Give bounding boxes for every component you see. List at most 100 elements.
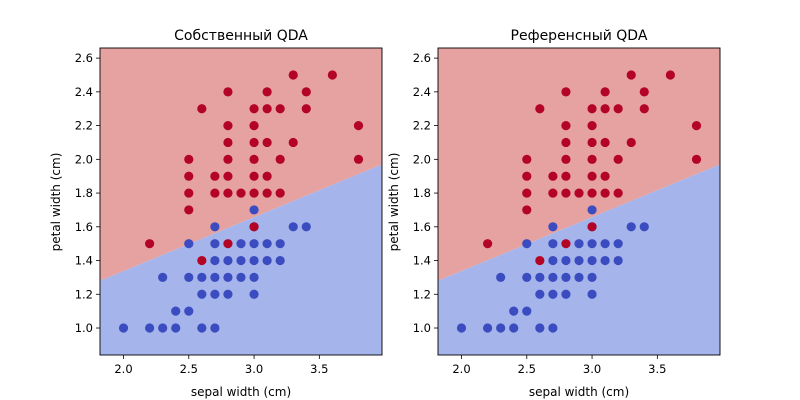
data-point-blue — [600, 239, 610, 249]
y-tick-label: 1.4 — [413, 254, 431, 268]
data-point-red — [223, 188, 233, 198]
data-point-blue — [210, 255, 220, 266]
data-point-red — [639, 87, 649, 97]
data-point-red — [223, 154, 233, 164]
y-tick-label: 2.4 — [413, 85, 431, 99]
data-point-red — [262, 188, 272, 198]
y-tick-label: 2.0 — [75, 152, 93, 166]
data-point-blue — [639, 222, 649, 232]
data-point-red — [249, 188, 259, 198]
x-tick-label: 3.0 — [245, 362, 263, 376]
x-tick-label: 3.5 — [648, 362, 666, 376]
region-red — [438, 48, 720, 281]
data-point-blue — [548, 239, 558, 249]
data-point-red — [210, 171, 220, 181]
data-point-red — [210, 188, 220, 198]
data-point-blue — [561, 272, 571, 283]
data-point-red — [184, 171, 194, 181]
data-point-red — [587, 222, 597, 232]
data-point-blue — [145, 323, 155, 333]
data-point-red — [561, 120, 571, 131]
data-point-blue — [118, 323, 129, 333]
data-point-red — [236, 188, 246, 198]
data-point-red — [587, 120, 597, 131]
data-point-red — [301, 104, 311, 114]
data-point-red — [288, 70, 298, 80]
x-tick-label: 2.0 — [452, 362, 470, 376]
data-point-blue — [522, 239, 532, 249]
data-point-blue — [236, 239, 246, 249]
data-point-red — [548, 171, 558, 181]
data-point-red — [587, 137, 597, 148]
data-point-red — [600, 104, 610, 114]
data-point-red — [626, 137, 636, 148]
data-point-red — [262, 87, 272, 97]
data-point-blue — [496, 272, 506, 283]
y-tick-label: 2.2 — [413, 119, 431, 133]
data-point-red — [249, 222, 259, 232]
data-point-blue — [483, 323, 493, 333]
data-point-blue — [600, 255, 610, 266]
data-point-blue — [249, 205, 259, 215]
x-tick-label: 3.0 — [583, 362, 601, 376]
data-point-red — [483, 239, 493, 249]
x-axis-label: sepal width (cm) — [529, 385, 629, 399]
data-point-blue — [249, 239, 259, 249]
y-tick-label: 1.4 — [75, 254, 93, 268]
data-point-blue — [548, 323, 558, 333]
data-point-red — [587, 154, 597, 164]
y-tick-label: 1.8 — [75, 186, 93, 200]
data-point-red — [600, 87, 610, 97]
data-point-blue — [184, 272, 194, 283]
data-point-blue — [587, 255, 597, 266]
data-point-red — [249, 154, 259, 164]
data-point-red — [262, 104, 272, 114]
data-point-red — [197, 255, 207, 266]
data-point-blue — [587, 205, 597, 215]
data-point-red — [613, 154, 623, 164]
data-point-blue — [197, 323, 207, 333]
y-tick-label: 2.6 — [75, 51, 93, 65]
y-tick-label: 1.6 — [413, 220, 431, 234]
y-tick-label: 1.6 — [75, 220, 93, 234]
data-point-blue — [210, 323, 220, 333]
y-tick-label: 1.2 — [413, 287, 431, 301]
data-point-red — [613, 188, 623, 198]
right-chart-panel: Референсный QDA sepal width (cm) petal w… — [387, 28, 721, 399]
data-point-red — [522, 188, 532, 198]
data-point-red — [600, 137, 610, 148]
data-point-blue — [587, 272, 597, 283]
data-point-red — [184, 205, 194, 215]
data-point-red — [275, 188, 285, 198]
data-point-red — [184, 154, 194, 164]
data-point-red — [561, 171, 571, 181]
data-point-red — [249, 137, 259, 148]
data-point-blue — [275, 255, 285, 266]
data-point-blue — [158, 323, 168, 333]
y-axis-label: petal width (cm) — [49, 153, 63, 252]
data-point-blue — [223, 255, 233, 266]
data-point-blue — [574, 255, 584, 266]
data-point-red — [548, 188, 558, 198]
y-tick-label: 1.0 — [75, 321, 93, 335]
y-axis-label: petal width (cm) — [387, 153, 401, 252]
data-point-blue — [210, 222, 220, 232]
data-point-red — [691, 120, 702, 131]
data-point-red — [522, 205, 532, 215]
data-point-blue — [197, 272, 207, 283]
data-point-red — [223, 239, 233, 249]
data-point-blue — [184, 306, 194, 316]
data-point-blue — [236, 255, 246, 266]
data-point-red — [561, 154, 571, 164]
data-point-red — [353, 120, 364, 131]
data-point-blue — [561, 289, 571, 299]
data-point-blue — [249, 272, 259, 283]
data-point-red — [184, 188, 194, 198]
data-point-blue — [613, 239, 623, 249]
y-tick-label: 2.6 — [413, 51, 431, 65]
data-point-blue — [509, 306, 519, 316]
data-point-blue — [587, 289, 597, 299]
data-point-red — [561, 188, 571, 198]
data-point-red — [561, 87, 571, 97]
data-point-blue — [626, 222, 636, 232]
